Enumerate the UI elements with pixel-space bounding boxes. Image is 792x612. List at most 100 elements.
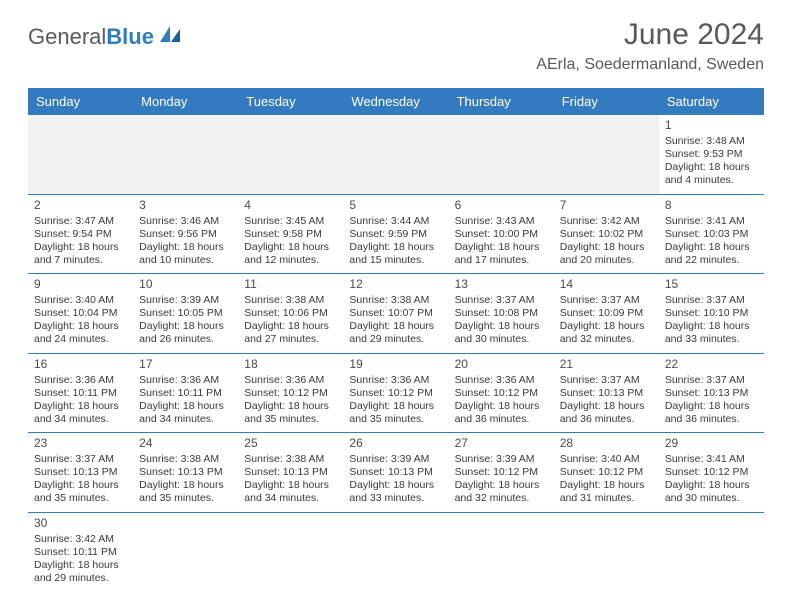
- calendar-row: 2Sunrise: 3:47 AMSunset: 9:54 PMDaylight…: [28, 195, 764, 275]
- day-detail-line: Daylight: 18 hours and 26 minutes.: [139, 320, 232, 346]
- calendar-cell: [133, 115, 238, 194]
- calendar-cell: 8Sunrise: 3:41 AMSunset: 10:03 PMDayligh…: [659, 195, 764, 274]
- day-number: 21: [560, 357, 653, 372]
- day-detail-line: Sunset: 10:12 PM: [349, 387, 442, 400]
- day-detail-line: Sunset: 10:13 PM: [665, 387, 758, 400]
- day-header: Monday: [133, 88, 238, 115]
- day-detail-line: Sunrise: 3:42 AM: [560, 215, 653, 228]
- calendar-cell: [659, 513, 764, 592]
- day-number: 8: [665, 198, 758, 213]
- day-detail-line: Daylight: 18 hours and 36 minutes.: [665, 400, 758, 426]
- calendar-row: 9Sunrise: 3:40 AMSunset: 10:04 PMDayligh…: [28, 274, 764, 354]
- day-detail-line: Daylight: 18 hours and 30 minutes.: [665, 479, 758, 505]
- calendar-cell: 14Sunrise: 3:37 AMSunset: 10:09 PMDaylig…: [554, 274, 659, 353]
- calendar-cell: 6Sunrise: 3:43 AMSunset: 10:00 PMDayligh…: [449, 195, 554, 274]
- calendar-cell: [28, 115, 133, 194]
- day-detail-line: Sunrise: 3:40 AM: [34, 294, 127, 307]
- calendar-cell: [554, 513, 659, 592]
- calendar-row: 16Sunrise: 3:36 AMSunset: 10:11 PMDaylig…: [28, 354, 764, 434]
- day-detail-line: Daylight: 18 hours and 34 minutes.: [34, 400, 127, 426]
- calendar-cell: 3Sunrise: 3:46 AMSunset: 9:56 PMDaylight…: [133, 195, 238, 274]
- day-detail-line: Daylight: 18 hours and 20 minutes.: [560, 241, 653, 267]
- calendar-cell: 5Sunrise: 3:44 AMSunset: 9:59 PMDaylight…: [343, 195, 448, 274]
- day-detail-line: Daylight: 18 hours and 27 minutes.: [244, 320, 337, 346]
- day-detail-line: Sunrise: 3:36 AM: [455, 374, 548, 387]
- month-title: June 2024: [536, 18, 764, 52]
- day-detail-line: Sunrise: 3:38 AM: [244, 453, 337, 466]
- day-detail-line: Sunset: 10:05 PM: [139, 307, 232, 320]
- day-detail-line: Daylight: 18 hours and 33 minutes.: [349, 479, 442, 505]
- day-number: 27: [455, 436, 548, 451]
- calendar-header-row: Sunday Monday Tuesday Wednesday Thursday…: [28, 88, 764, 115]
- calendar-row: 23Sunrise: 3:37 AMSunset: 10:13 PMDaylig…: [28, 433, 764, 513]
- day-detail-line: Sunset: 10:08 PM: [455, 307, 548, 320]
- day-detail-line: Sunrise: 3:37 AM: [665, 374, 758, 387]
- day-number: 20: [455, 357, 548, 372]
- day-detail-line: Sunrise: 3:36 AM: [34, 374, 127, 387]
- day-detail-line: Daylight: 18 hours and 4 minutes.: [665, 161, 758, 187]
- day-detail-line: Sunrise: 3:44 AM: [349, 215, 442, 228]
- day-detail-line: Sunrise: 3:42 AM: [34, 533, 127, 546]
- logo: GeneralBlue: [28, 24, 182, 50]
- calendar-cell: 17Sunrise: 3:36 AMSunset: 10:11 PMDaylig…: [133, 354, 238, 433]
- calendar: Sunday Monday Tuesday Wednesday Thursday…: [28, 88, 764, 591]
- day-detail-line: Sunset: 10:13 PM: [139, 466, 232, 479]
- day-detail-line: Sunset: 10:13 PM: [349, 466, 442, 479]
- day-number: 29: [665, 436, 758, 451]
- day-detail-line: Sunset: 10:09 PM: [560, 307, 653, 320]
- calendar-cell: [343, 513, 448, 592]
- day-detail-line: Daylight: 18 hours and 7 minutes.: [34, 241, 127, 267]
- day-detail-line: Sunset: 10:12 PM: [665, 466, 758, 479]
- day-header: Friday: [554, 88, 659, 115]
- day-number: 25: [244, 436, 337, 451]
- calendar-cell: 19Sunrise: 3:36 AMSunset: 10:12 PMDaylig…: [343, 354, 448, 433]
- day-detail-line: Daylight: 18 hours and 36 minutes.: [560, 400, 653, 426]
- day-header: Wednesday: [343, 88, 448, 115]
- calendar-cell: 25Sunrise: 3:38 AMSunset: 10:13 PMDaylig…: [238, 433, 343, 512]
- logo-text-1: General: [28, 24, 106, 50]
- day-header: Thursday: [449, 88, 554, 115]
- day-detail-line: Daylight: 18 hours and 35 minutes.: [34, 479, 127, 505]
- calendar-cell: 4Sunrise: 3:45 AMSunset: 9:58 PMDaylight…: [238, 195, 343, 274]
- day-detail-line: Sunset: 10:06 PM: [244, 307, 337, 320]
- calendar-row: 1Sunrise: 3:48 AMSunset: 9:53 PMDaylight…: [28, 115, 764, 195]
- calendar-cell: 21Sunrise: 3:37 AMSunset: 10:13 PMDaylig…: [554, 354, 659, 433]
- day-number: 5: [349, 198, 442, 213]
- day-detail-line: Sunrise: 3:46 AM: [139, 215, 232, 228]
- day-detail-line: Sunset: 10:12 PM: [455, 387, 548, 400]
- day-detail-line: Sunrise: 3:48 AM: [665, 135, 758, 148]
- calendar-cell: 26Sunrise: 3:39 AMSunset: 10:13 PMDaylig…: [343, 433, 448, 512]
- day-detail-line: Daylight: 18 hours and 30 minutes.: [455, 320, 548, 346]
- calendar-cell: 9Sunrise: 3:40 AMSunset: 10:04 PMDayligh…: [28, 274, 133, 353]
- day-detail-line: Sunrise: 3:45 AM: [244, 215, 337, 228]
- day-detail-line: Sunrise: 3:43 AM: [455, 215, 548, 228]
- day-detail-line: Daylight: 18 hours and 34 minutes.: [244, 479, 337, 505]
- day-detail-line: Sunrise: 3:40 AM: [560, 453, 653, 466]
- day-detail-line: Daylight: 18 hours and 22 minutes.: [665, 241, 758, 267]
- day-detail-line: Daylight: 18 hours and 35 minutes.: [139, 479, 232, 505]
- calendar-cell: 13Sunrise: 3:37 AMSunset: 10:08 PMDaylig…: [449, 274, 554, 353]
- day-number: 13: [455, 277, 548, 292]
- day-detail-line: Daylight: 18 hours and 32 minutes.: [560, 320, 653, 346]
- day-header: Saturday: [659, 88, 764, 115]
- day-number: 24: [139, 436, 232, 451]
- day-number: 18: [244, 357, 337, 372]
- calendar-cell: 10Sunrise: 3:39 AMSunset: 10:05 PMDaylig…: [133, 274, 238, 353]
- day-number: 1: [665, 118, 758, 133]
- day-detail-line: Sunrise: 3:37 AM: [665, 294, 758, 307]
- calendar-cell: 15Sunrise: 3:37 AMSunset: 10:10 PMDaylig…: [659, 274, 764, 353]
- day-detail-line: Sunset: 10:12 PM: [560, 466, 653, 479]
- calendar-cell: 28Sunrise: 3:40 AMSunset: 10:12 PMDaylig…: [554, 433, 659, 512]
- day-detail-line: Sunrise: 3:37 AM: [34, 453, 127, 466]
- day-detail-line: Daylight: 18 hours and 29 minutes.: [34, 559, 127, 585]
- calendar-cell: [133, 513, 238, 592]
- day-detail-line: Sunset: 10:07 PM: [349, 307, 442, 320]
- calendar-cell: [238, 115, 343, 194]
- day-number: 6: [455, 198, 548, 213]
- day-number: 14: [560, 277, 653, 292]
- day-detail-line: Sunrise: 3:41 AM: [665, 215, 758, 228]
- day-detail-line: Sunset: 10:00 PM: [455, 228, 548, 241]
- calendar-cell: 7Sunrise: 3:42 AMSunset: 10:02 PMDayligh…: [554, 195, 659, 274]
- day-number: 3: [139, 198, 232, 213]
- day-detail-line: Daylight: 18 hours and 35 minutes.: [349, 400, 442, 426]
